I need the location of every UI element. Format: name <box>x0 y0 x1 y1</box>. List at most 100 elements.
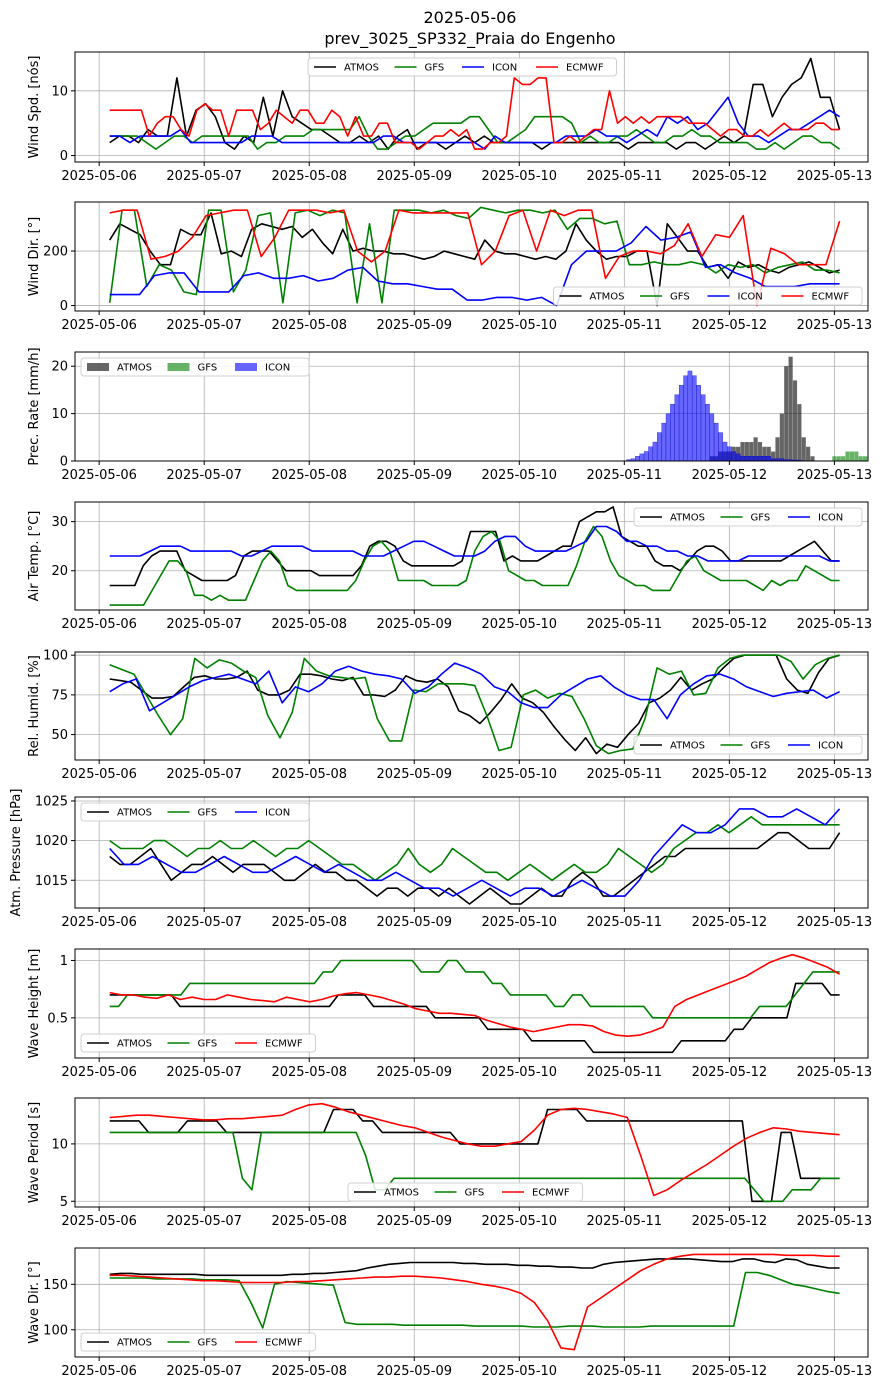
x-tick-label: 2025-05-10 <box>482 1214 558 1229</box>
bar-atmos <box>801 437 806 461</box>
series-line-atmos <box>109 1258 840 1277</box>
x-tick-label: 2025-05-10 <box>482 915 558 930</box>
bar-icon <box>657 432 662 461</box>
x-tick-label: 2025-05-07 <box>166 1364 242 1379</box>
bar-icon <box>639 453 645 461</box>
x-tick-label: 2025-05-08 <box>271 1364 347 1379</box>
bar-icon <box>744 456 750 461</box>
bar-atmos <box>740 442 745 461</box>
y-axis-label: Wave Dir. [°] <box>27 1261 42 1344</box>
figure-title-line1: 2025-05-06 <box>424 8 517 27</box>
x-tick-label: 2025-05-11 <box>587 617 663 632</box>
legend-label-icon: ICON <box>818 741 843 752</box>
axes-frame <box>74 351 869 462</box>
bar-icon <box>718 432 723 461</box>
bar-gfs <box>858 456 863 461</box>
x-tick-label: 2025-05-08 <box>271 1065 347 1080</box>
bar-atmos <box>792 380 798 461</box>
legend-label-ecmwf: ECMWF <box>566 63 604 74</box>
legend: ATMOS GFS ECMWF <box>80 1033 316 1053</box>
legend-label-gfs: GFS <box>751 513 771 524</box>
x-tick-label: 2025-05-13 <box>797 468 873 483</box>
x-tick-label: 2025-05-11 <box>587 318 663 333</box>
legend-box <box>80 357 310 377</box>
bar-icon <box>731 451 736 461</box>
x-tick-label: 2025-05-06 <box>61 468 137 483</box>
bar-icon <box>727 446 732 461</box>
y-axis-label: Atm. Pressure [hPa] <box>9 789 24 917</box>
x-tick-label: 2025-05-13 <box>797 169 873 184</box>
y-tick-label: 10 <box>51 84 68 99</box>
legend-label-atmos: ATMOS <box>117 363 152 374</box>
x-tick-label: 2025-05-12 <box>692 617 768 632</box>
legend: ATMOS GFS ECMWF <box>80 1332 316 1352</box>
bar-icon <box>766 456 771 461</box>
x-tick-label: 2025-05-08 <box>271 617 347 632</box>
plot-area <box>109 57 841 150</box>
y-tick-label: 10 <box>51 407 68 422</box>
legend-label-atmos: ATMOS <box>117 1039 152 1050</box>
x-tick-label: 2025-05-11 <box>587 468 663 483</box>
x-tick-label: 2025-05-11 <box>587 1065 663 1080</box>
legend-label-ecmwf: ECMWF <box>532 1188 570 1199</box>
series-line-icon <box>109 96 841 150</box>
legend-label-atmos: ATMOS <box>117 1338 152 1349</box>
x-tick-label: 2025-05-07 <box>166 318 242 333</box>
plot-area <box>109 953 841 1054</box>
x-tick-label: 2025-05-11 <box>587 1364 663 1379</box>
y-axis-label: Prec. Rate [mm/h] <box>27 347 42 465</box>
x-tick-label: 2025-05-09 <box>376 915 452 930</box>
x-tick-label: 2025-05-10 <box>482 169 558 184</box>
series-line-icon <box>109 225 840 307</box>
x-tick-label: 2025-05-10 <box>482 318 558 333</box>
series-line-atmos <box>109 506 840 587</box>
bar-icon <box>678 385 684 461</box>
y-tick-label: 100 <box>43 1323 68 1338</box>
bar-icon <box>692 375 697 461</box>
panel-8: 2025-05-06 2025-05-07 2025-05-08 2025-05-09… <box>27 1097 872 1229</box>
legend-box <box>80 1033 316 1053</box>
legend-label-gfs: GFS <box>198 363 218 374</box>
series-line-icon <box>109 525 840 562</box>
legend: ATMOS GFS ICON <box>80 802 310 822</box>
y-tick-label: 10 <box>51 1137 68 1152</box>
figure-title-line2: prev_3025_SP332_Praia do Engenho <box>324 29 615 49</box>
x-tick-label: 2025-05-11 <box>587 915 663 930</box>
bar-icon <box>661 422 666 461</box>
legend-label-atmos: ATMOS <box>117 808 152 819</box>
x-tick-label: 2025-05-10 <box>482 468 558 483</box>
x-tick-label: 2025-05-09 <box>376 617 452 632</box>
x-tick-label: 2025-05-12 <box>692 1214 768 1229</box>
series-line-icon <box>109 808 841 897</box>
legend-box <box>80 802 310 822</box>
panel-5: 2025-05-06 2025-05-07 2025-05-08 2025-05-09… <box>27 649 872 782</box>
bar-icon <box>683 375 688 461</box>
y-axis-label: Rel. Humid. [%] <box>27 655 42 757</box>
y-axis-label: Wave Height [m] <box>27 949 42 1059</box>
series-line-gfs <box>109 525 840 606</box>
bar-atmos <box>762 446 767 461</box>
bar-atmos <box>775 437 780 461</box>
series-line-gfs <box>109 959 840 1019</box>
plot-area <box>108 206 841 307</box>
x-tick-label: 2025-05-09 <box>376 1364 452 1379</box>
series-line-gfs <box>109 1271 840 1329</box>
bar-atmos <box>766 446 771 461</box>
bar-atmos <box>757 442 763 461</box>
bar-icon <box>665 413 671 461</box>
x-tick-label: 2025-05-09 <box>376 767 452 782</box>
bar-icon <box>753 456 758 461</box>
plot-area <box>109 654 840 755</box>
bar-icon <box>674 394 680 461</box>
legend: ATMOS GFS ECMWF <box>347 1182 583 1202</box>
legend-label-gfs: GFS <box>465 1188 485 1199</box>
x-tick-label: 2025-05-08 <box>271 767 347 782</box>
bar-icon <box>635 456 640 461</box>
bar-icon <box>696 385 701 461</box>
x-tick-label: 2025-05-06 <box>61 767 137 782</box>
series-line-ecmwf <box>109 1102 840 1197</box>
series-line-ecmwf <box>109 77 840 150</box>
series-line-icon <box>109 662 840 720</box>
